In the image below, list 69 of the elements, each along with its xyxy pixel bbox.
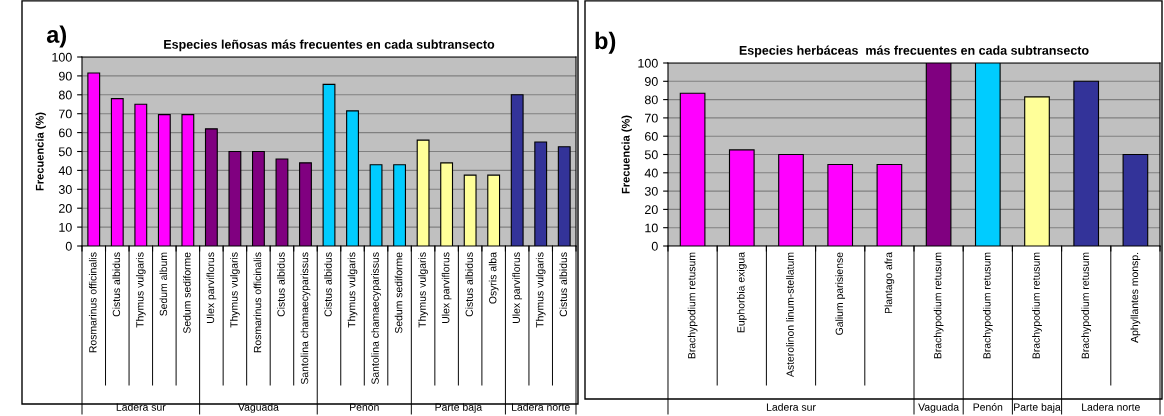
x-tick-label: Thymus vulgaris [535, 252, 546, 328]
y-tick-label: 40 [644, 168, 658, 178]
text: a) [46, 25, 67, 48]
x-tick-label: Rosmarinus officinalis [253, 252, 262, 353]
x-tick-label: Cistus albidus [465, 252, 473, 317]
text: Vaguada [918, 403, 960, 413]
y-tick-label: 90 [644, 77, 658, 86]
x-tick-label: Rosmarinus officinalis [88, 252, 97, 353]
y-axis-title: Frecuencia (%) [35, 112, 46, 191]
y-tick-label: 70 [59, 109, 72, 119]
y-tick-label: 40 [58, 166, 72, 176]
x-tick-label: Galium parisiense [835, 252, 846, 335]
y-tick-label: 100 [638, 58, 658, 68]
text: b) [595, 31, 616, 54]
text: Ladera norte [1082, 403, 1140, 411]
x-tick-label: Osyris alba [488, 252, 499, 304]
y-tick-label: 10 [645, 223, 658, 233]
y-tick-label: 100 [52, 52, 72, 62]
x-tick-label: Brachypodium retusum [687, 252, 698, 359]
text: Penón [973, 403, 1003, 411]
y-tick-label: 0 [651, 241, 658, 251]
x-tick-label: Brachypodium retusum [982, 252, 993, 359]
x-tick-label: Ulex parviflorus [441, 252, 452, 323]
x-tick-label: Ulex parviflorus [206, 252, 217, 323]
chart-title: Especies leñosas más frecuentes en cada subtransecto [164, 39, 495, 52]
text: Ladera norte [512, 403, 570, 411]
y-tick-label: 20 [59, 204, 72, 213]
x-tick-label: Sedum album [159, 252, 168, 316]
x-tick-label: Euphorbia exigua [736, 251, 747, 333]
y-tick-label: 20 [645, 205, 658, 215]
y-tick-label: 60 [59, 128, 72, 138]
y-tick-label: 90 [58, 71, 72, 81]
x-tick-label: Aphyllantes monsp. [1130, 252, 1141, 343]
x-tick-label: Asterolinon linum-stellatum [786, 252, 794, 378]
x-tick-label: Brachypodium retusum [1081, 252, 1092, 359]
y-axis-title: Frecuencia (%) [621, 115, 632, 194]
text: Ladera sur [116, 403, 166, 411]
x-tick-label: Thymus vulgaris [418, 252, 428, 328]
y-tick-label: 60 [645, 132, 658, 141]
y-tick-label: 30 [644, 186, 658, 196]
y-tick-label: 30 [58, 185, 72, 194]
x-tick-label: Thymus vulgaris [230, 252, 240, 328]
text: Vaguada [238, 403, 279, 413]
y-tick-label: 70 [645, 113, 658, 123]
x-tick-label: Santolina chamaecyparissus [300, 252, 311, 385]
x-tick-label: Cistus albidus [559, 252, 568, 317]
text: Penón [350, 403, 379, 411]
x-tick-label: Thymus vulgaris [135, 252, 146, 328]
text: Parte baja [435, 403, 483, 413]
x-tick-label: Cistus albidus [112, 252, 121, 317]
x-tick-label: Cistus albidus [324, 252, 332, 317]
x-tick-label: Brachypodium retusum [1032, 252, 1042, 359]
x-tick-label: Santolina chamaecyparissus [371, 252, 381, 385]
x-tick-label: Thymus vulgaris [347, 252, 358, 328]
x-tick-label: Cistus albidus [277, 252, 285, 317]
x-tick-label: Sedum sediforme [394, 252, 403, 334]
y-tick-label: 80 [58, 90, 72, 100]
y-tick-label: 50 [644, 150, 658, 160]
text: Parte baja [1014, 403, 1061, 413]
y-tick-label: 80 [644, 95, 658, 105]
x-tick-label: Ulex parviflorus [512, 252, 523, 323]
x-tick-label: Brachypodium retusum [933, 252, 944, 359]
x-tick-label: Sedum sediforme [183, 252, 191, 334]
y-tick-label: 0 [65, 241, 72, 251]
y-tick-label: 10 [59, 222, 72, 232]
x-tick-label: Plantago afra [884, 252, 895, 314]
chart-title: Especies herbáceas más frecuentes en cada subtransecto [739, 45, 1089, 58]
y-tick-label: 50 [58, 147, 72, 157]
text: Ladera sur [766, 403, 816, 411]
